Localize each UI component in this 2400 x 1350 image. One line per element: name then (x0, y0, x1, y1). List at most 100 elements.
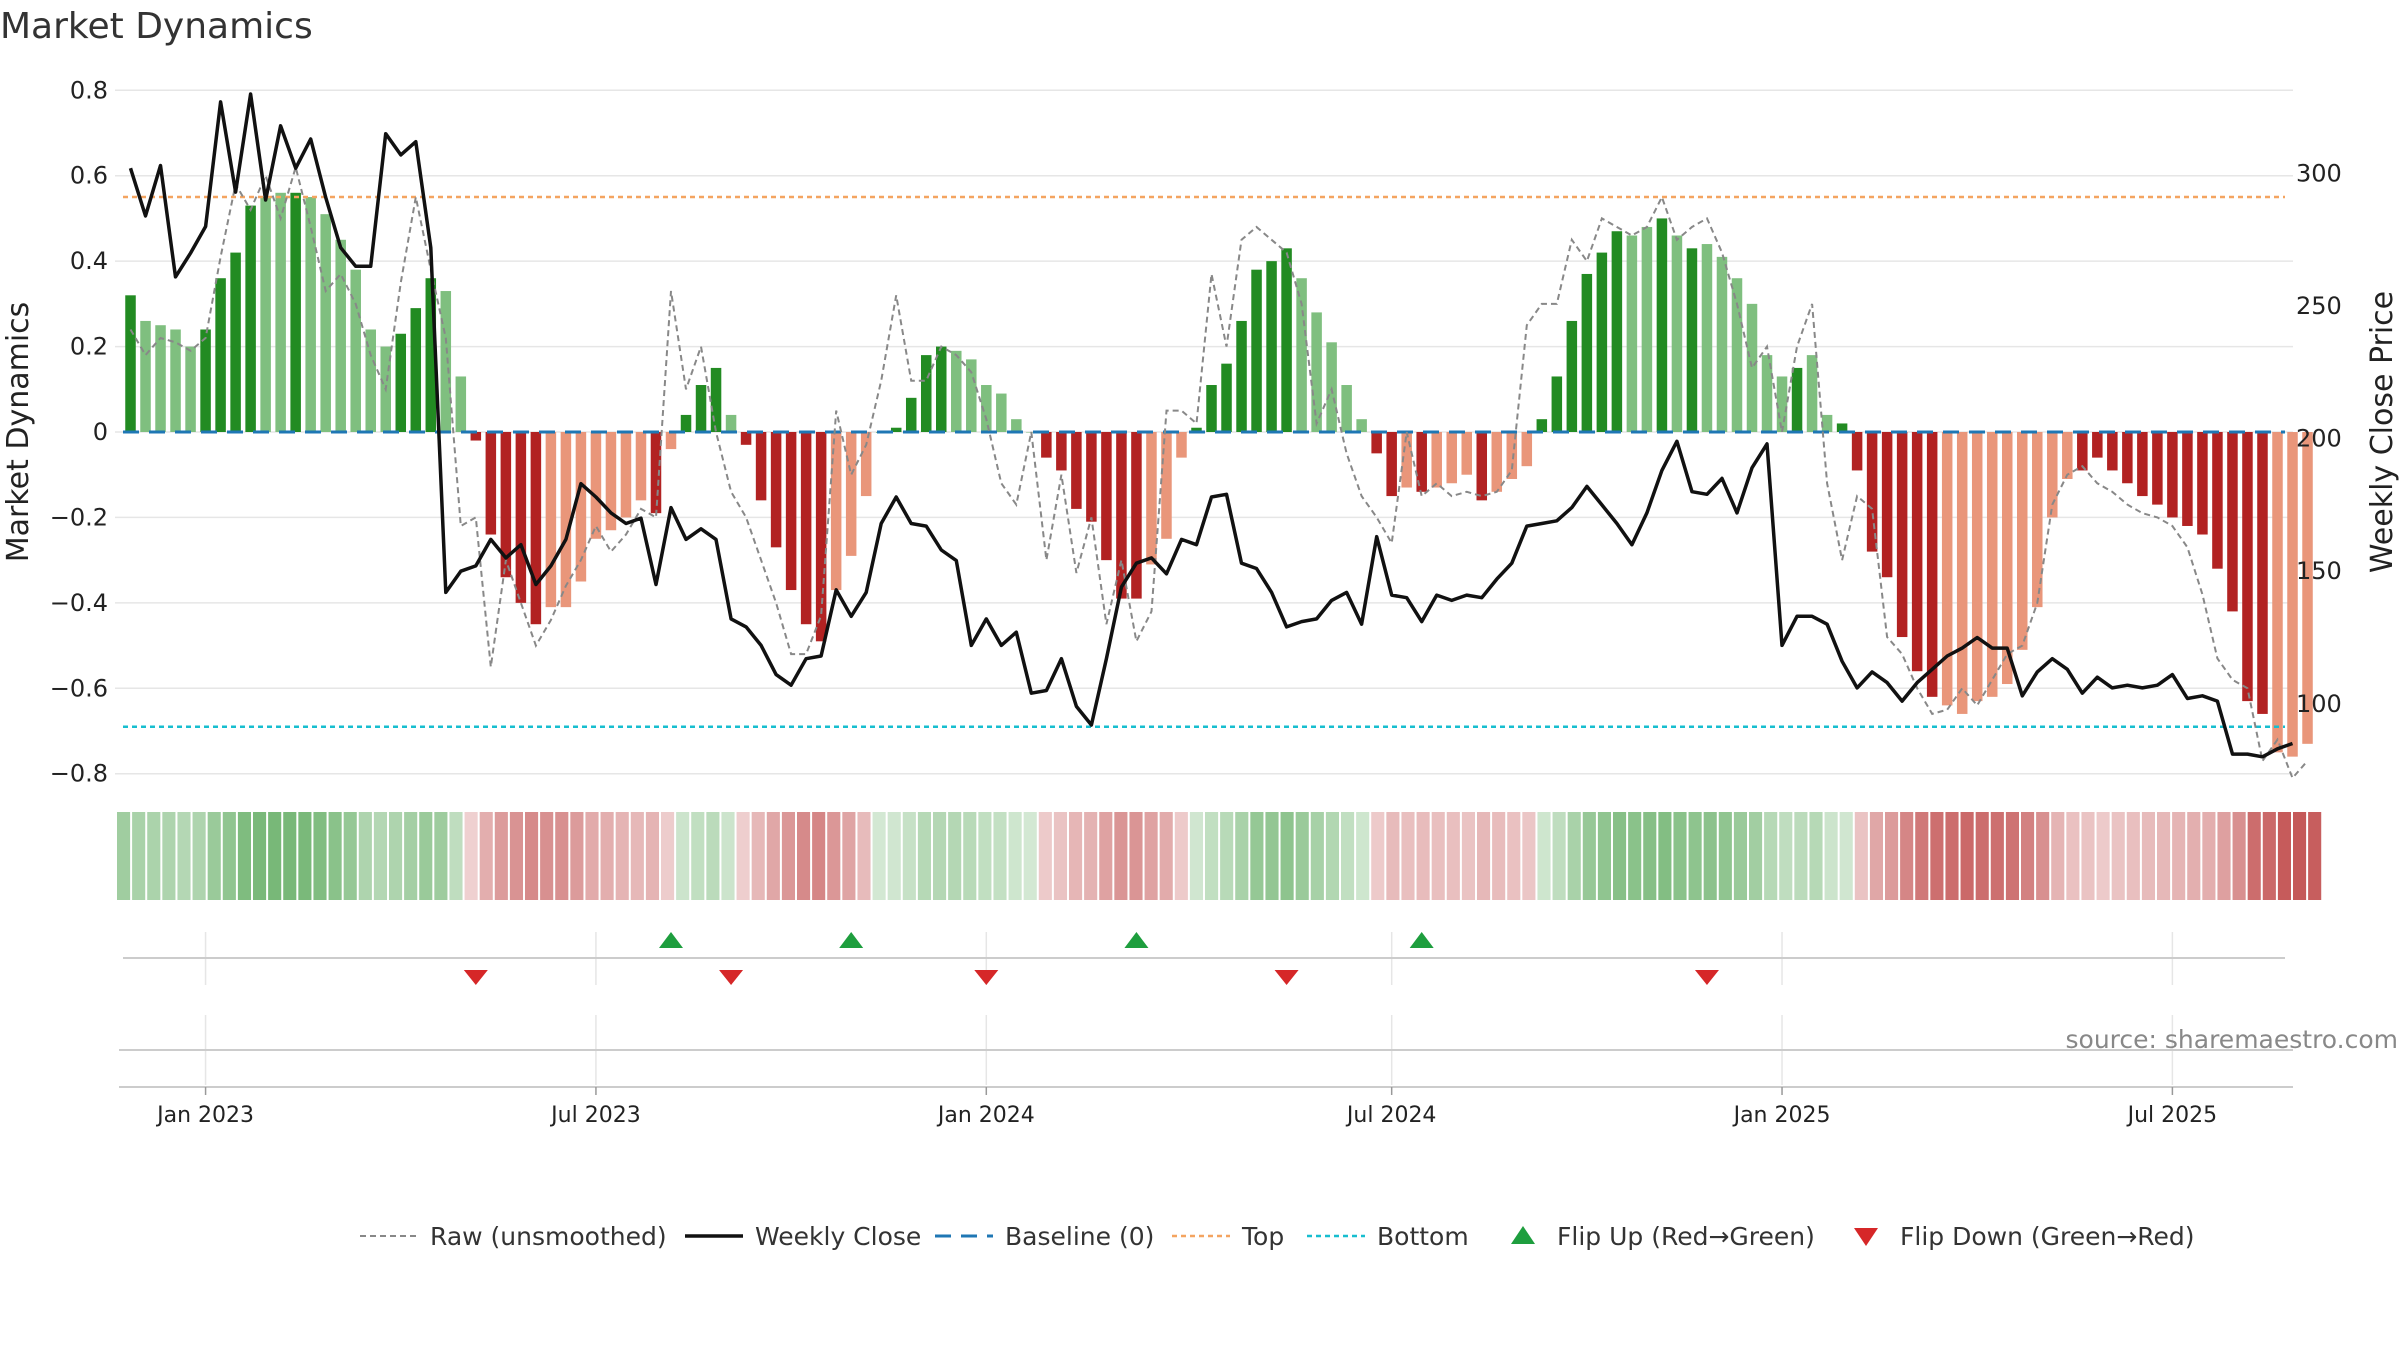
strip-cell (1295, 812, 1309, 900)
strip-cell (1643, 812, 1657, 900)
bar (936, 346, 947, 432)
reference-levels (123, 195, 2285, 728)
bar (2257, 432, 2268, 714)
bar (1851, 432, 1863, 471)
bar (1536, 419, 1548, 432)
right-tick-label: 150 (2296, 557, 2342, 585)
bar (815, 432, 827, 642)
strip-cell (328, 812, 342, 900)
strip-cell (1431, 812, 1445, 900)
strip-cell (2126, 812, 2140, 900)
bar (1461, 432, 1472, 475)
bar (1086, 432, 1097, 522)
strip-cell (1839, 812, 1853, 900)
strip-cell (1582, 812, 1596, 900)
strip-cell (162, 812, 176, 900)
strip-cell (2277, 812, 2291, 900)
bar (2047, 432, 2058, 518)
strip-cell (797, 812, 811, 900)
bar (230, 252, 241, 432)
strip-cell (389, 812, 403, 900)
strip-cell (1688, 812, 1702, 900)
legend-item-flip_down: Flip Down (Green→Red) (1854, 1222, 2195, 1251)
legend-item-baseline: Baseline (0) (935, 1222, 1154, 1251)
bar (650, 432, 662, 514)
bar (530, 432, 542, 625)
strip-cell (1386, 812, 1400, 900)
strip-cell (1038, 812, 1052, 900)
strip-cell (857, 812, 871, 900)
bar (215, 278, 226, 432)
strip-cell (1250, 812, 1264, 900)
bar (1041, 432, 1052, 458)
strip-cell (1053, 812, 1067, 900)
strip-cell (691, 812, 705, 900)
strip-cell (2262, 812, 2276, 900)
bar (1806, 355, 1818, 432)
bar (740, 432, 752, 445)
bar (1236, 320, 1247, 432)
legend-item-close: Weekly Close (685, 1222, 921, 1251)
bar (170, 329, 181, 432)
bar (1101, 432, 1112, 561)
bar (1761, 355, 1773, 432)
strip-cell (373, 812, 387, 900)
bar (1446, 432, 1457, 484)
strip-cell (1552, 812, 1566, 900)
bar (545, 432, 557, 608)
source-label: source: sharemaestro.com (2066, 1025, 2399, 1054)
strip-cell (540, 812, 554, 900)
bar (350, 269, 361, 432)
strip-cell (494, 812, 508, 900)
bar (2212, 432, 2223, 569)
strip-cell (1960, 812, 1974, 900)
strip-cell (555, 812, 569, 900)
strip-cell (1930, 812, 1944, 900)
strip-cell (1975, 812, 1989, 900)
strip-cell (766, 812, 780, 900)
strip-cell (1159, 812, 1173, 900)
bar (1056, 432, 1067, 471)
x-tick-label: Jul 2025 (2126, 1103, 2218, 1128)
strip-cell (1310, 812, 1324, 900)
strip-cell (313, 812, 327, 900)
strip-cell (1749, 812, 1763, 900)
right-axis-label: Weekly Close Price (2365, 291, 2400, 573)
strip-cell (268, 812, 282, 900)
strip-cell (570, 812, 584, 900)
strip-cell (1885, 812, 1899, 900)
strip-cell (525, 812, 539, 900)
legend-label: Bottom (1377, 1222, 1469, 1251)
bar (1986, 432, 1998, 697)
strip-cell (1658, 812, 1672, 900)
x-axis-ticks: Jan 2023 Jul 2023 Jan 2024 Jul 2024 Jan 2025… (155, 1087, 2217, 1128)
strip-cell (615, 812, 629, 900)
bar (515, 432, 527, 603)
strip-cell (2247, 812, 2261, 900)
bar (725, 414, 737, 432)
bar (2077, 432, 2088, 471)
strip-cell (1764, 812, 1778, 900)
bar (1566, 320, 1578, 432)
bar (425, 278, 437, 432)
flip-up-marker (839, 932, 864, 948)
regime-strip (117, 812, 2322, 900)
bar (981, 385, 992, 432)
right-tick-label: 100 (2296, 690, 2342, 718)
strip-cell (2187, 812, 2201, 900)
bar (680, 414, 692, 432)
legend-item-bottom: Bottom (1307, 1222, 1469, 1251)
bar (1221, 363, 1232, 432)
right-tick-label: 300 (2296, 159, 2342, 187)
strip-cell (509, 812, 523, 900)
left-axis-label: Market Dynamics (1, 302, 36, 563)
strip-cell (827, 812, 841, 900)
left-tick-label: 0.6 (70, 162, 108, 190)
strip-cell (1174, 812, 1188, 900)
raw-line (129, 163, 2309, 780)
x-tick-label: Jan 2024 (936, 1103, 1035, 1128)
bar (260, 197, 271, 432)
strip-cell (887, 812, 901, 900)
bar (2137, 432, 2148, 497)
strip-cell (1824, 812, 1838, 900)
